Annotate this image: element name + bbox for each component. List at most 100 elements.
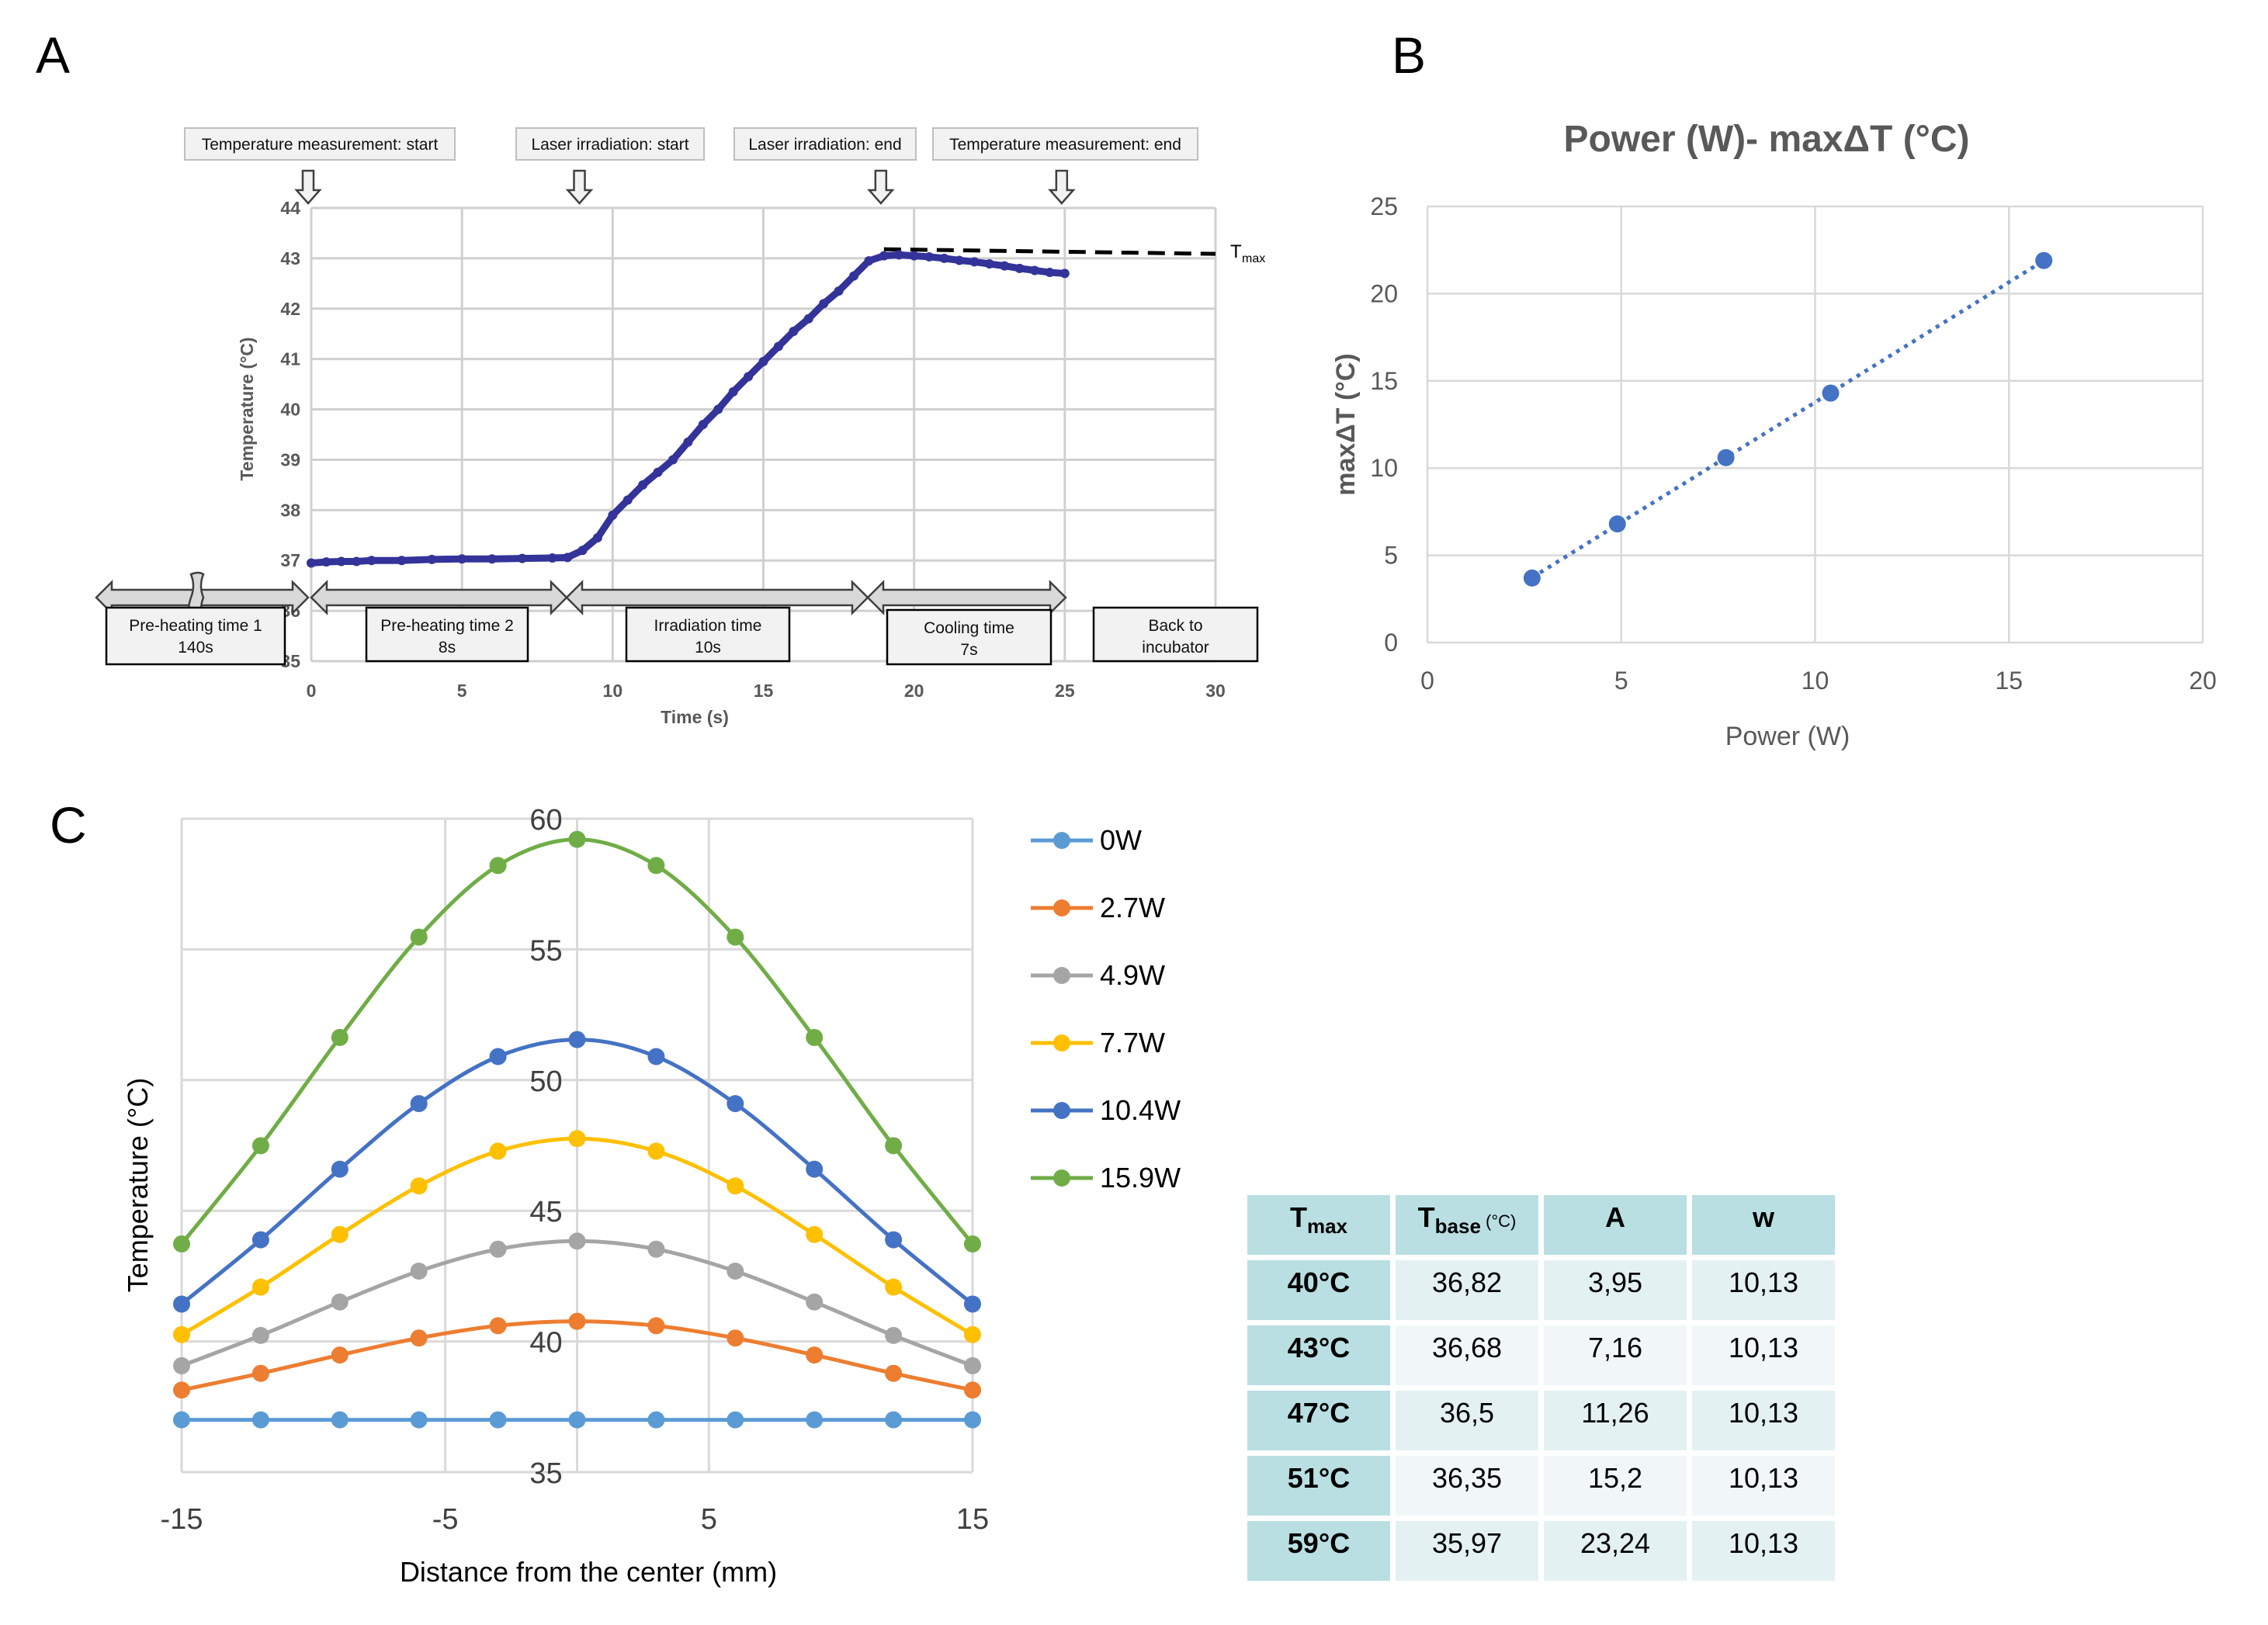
c-data-point — [647, 857, 665, 875]
a-y-tick-label: 39 — [280, 449, 300, 469]
a-data-point — [864, 256, 874, 266]
b-data-point — [1822, 384, 1840, 402]
c-legend-marker — [1053, 1169, 1070, 1187]
c-data-point — [331, 1225, 349, 1243]
b-y-tick-label: 25 — [1370, 192, 1398, 220]
c-data-point — [410, 1411, 428, 1429]
b-y-tick-label: 20 — [1370, 279, 1398, 307]
c-data-point — [647, 1048, 665, 1065]
c-data-point — [806, 1160, 824, 1178]
c-data-point — [806, 1411, 824, 1429]
c-y-tick-label: 50 — [529, 1065, 562, 1098]
c-legend-label: 10.4W — [1100, 1094, 1181, 1126]
c-y-tick-label: 40 — [529, 1327, 562, 1360]
table-cell: 3,95 — [1544, 1260, 1687, 1320]
a-data-point — [547, 553, 557, 563]
panel-label-c: C — [50, 796, 87, 854]
a-data-point — [1014, 263, 1025, 273]
a-data-point — [366, 556, 376, 566]
table-cell: 40°C — [1247, 1260, 1390, 1320]
a-phase-label: Pre-heating time 2 — [380, 617, 514, 635]
panel-label-a: A — [36, 26, 70, 84]
table-cell: 11,26 — [1544, 1391, 1687, 1450]
c-data-point — [410, 1263, 428, 1280]
c-data-point — [727, 1411, 744, 1429]
a-data-point — [744, 372, 754, 382]
table-cell: 10,13 — [1692, 1260, 1835, 1320]
c-data-point — [489, 1142, 507, 1160]
a-phase-box — [365, 606, 529, 663]
b-y-tick-label: 10 — [1370, 454, 1398, 482]
a-phase-duration: 140s — [178, 639, 213, 657]
c-data-point — [173, 1325, 190, 1343]
c-data-point — [410, 1095, 428, 1113]
a-data-point — [773, 341, 783, 352]
c-data-point — [964, 1356, 981, 1374]
table-cell: 51°C — [1247, 1456, 1390, 1516]
table-row: 51°C 36,35 15,2 10,13 — [1247, 1456, 1835, 1516]
b-y-tick-label: 0 — [1384, 629, 1398, 657]
a-data-point — [939, 253, 949, 263]
c-data-point — [964, 1325, 981, 1343]
c-data-point — [727, 1095, 744, 1113]
c-data-point — [964, 1295, 981, 1313]
a-data-point — [834, 286, 844, 296]
table-cell: 10,13 — [1692, 1325, 1835, 1385]
c-data-point — [331, 1346, 349, 1364]
panel-b-chart: 0 5 10 15 20 25 0 5 10 15 20 — [1370, 192, 2216, 695]
c-data-point — [251, 1364, 269, 1382]
c-data-point — [173, 1411, 190, 1429]
down-arrow-icon — [294, 169, 322, 205]
c-data-point — [489, 1411, 507, 1429]
table-header-row: Tmax Tbase (°C) A w — [1247, 1195, 1835, 1255]
table-cell: 36,68 — [1396, 1325, 1538, 1385]
table-cell: 23,24 — [1544, 1521, 1687, 1581]
c-data-point — [885, 1326, 903, 1344]
c-legend-marker — [1053, 832, 1070, 849]
header-tmax: Tmax — [1247, 1195, 1390, 1255]
a-data-point — [563, 553, 573, 563]
c-data-point — [647, 1317, 665, 1335]
a-x-tick-label: 25 — [1055, 681, 1075, 701]
c-data-point — [568, 1031, 586, 1048]
a-data-point — [969, 257, 980, 267]
a-data-point — [577, 546, 588, 556]
a-data-point — [321, 557, 331, 567]
c-data-point — [489, 1048, 507, 1065]
b-x-tick-label: 20 — [2189, 667, 2217, 695]
table-cell: 36,82 — [1396, 1260, 1538, 1320]
a-x-tick-label: 15 — [754, 681, 774, 701]
a-event-box — [515, 127, 705, 161]
down-arrow-icon — [1048, 169, 1076, 205]
c-data-point — [647, 1142, 665, 1160]
c-data-point — [331, 1411, 349, 1429]
c-data-point — [964, 1381, 981, 1399]
a-timeline-double-arrow — [866, 579, 1067, 616]
c-data-point — [727, 1263, 744, 1280]
a-tmax-label-sub: max — [1242, 252, 1265, 265]
a-x-tick-label: 30 — [1205, 681, 1226, 701]
c-data-point — [173, 1295, 190, 1313]
c-x-tick-label: -15 — [161, 1503, 203, 1536]
a-data-point — [517, 553, 527, 563]
c-legend-marker — [1053, 899, 1070, 916]
c-y-axis-label: Temperature (°C) — [122, 1078, 154, 1292]
a-data-point — [307, 558, 316, 568]
c-data-point — [806, 1225, 824, 1243]
a-data-point — [984, 259, 994, 269]
a-data-point — [336, 556, 346, 566]
a-y-tick-label: 38 — [280, 500, 300, 520]
c-data-point — [410, 928, 428, 946]
b-data-point — [1717, 449, 1735, 466]
a-data-point — [608, 510, 618, 520]
c-data-point — [885, 1137, 903, 1155]
a-event-box — [184, 127, 456, 161]
b-y-tick-label: 15 — [1370, 367, 1398, 395]
a-y-tick-label: 40 — [280, 400, 300, 420]
a-y-axis-label: Temperature (°C) — [237, 337, 257, 480]
a-data-point — [1045, 268, 1055, 278]
a-phase-duration: 8s — [439, 639, 456, 657]
table-row: 40°C 36,82 3,95 10,13 — [1247, 1260, 1835, 1320]
